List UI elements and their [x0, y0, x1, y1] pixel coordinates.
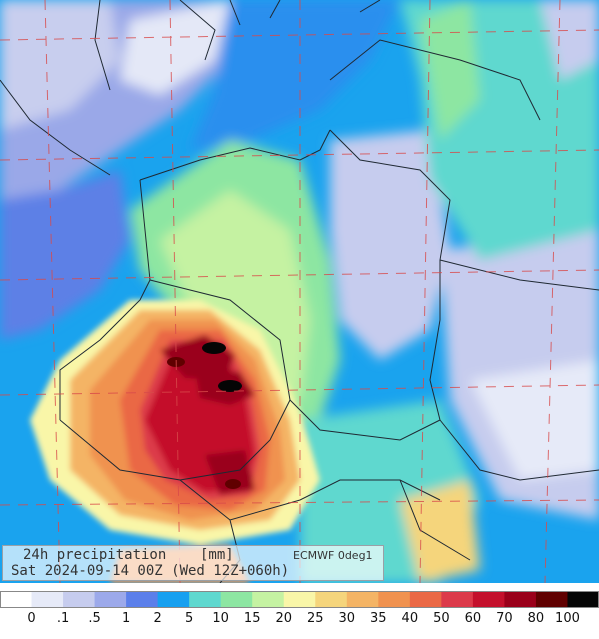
legend-label: 2	[153, 611, 162, 626]
legend-label: 40	[401, 611, 419, 626]
legend-label: 60	[464, 611, 482, 626]
legend-label: 5	[185, 611, 194, 626]
legend-swatch	[189, 591, 222, 608]
legend-label: 0	[27, 611, 36, 626]
legend-swatch	[346, 591, 379, 608]
legend-labels: 0.1.5 1 2 5 10 15 20 25 30 35 40 50 60 70 80 100	[0, 611, 599, 631]
legend-swatch	[504, 591, 537, 608]
legend-swatch	[283, 591, 316, 608]
legend-label: 80	[527, 611, 545, 626]
precipitation-map[interactable]	[0, 0, 599, 583]
legend-swatch	[31, 591, 64, 608]
legend-swatch	[157, 591, 190, 608]
legend-swatch	[567, 591, 599, 608]
legend-swatch	[220, 591, 253, 608]
country-borders	[0, 0, 599, 583]
legend-label: 25	[306, 611, 324, 626]
legend-label: 70	[496, 611, 513, 626]
variable-title: 24h precipitation	[23, 547, 167, 563]
legend-swatch	[378, 591, 411, 608]
variable-unit: [mm]	[200, 547, 234, 563]
legend-label: 100	[555, 611, 580, 626]
legend-label: 50	[433, 611, 450, 626]
legend-label: .5	[88, 611, 101, 626]
legend-swatch	[441, 591, 474, 608]
legend-label: 15	[243, 611, 261, 626]
legend-swatch	[535, 591, 568, 608]
legend-swatch	[126, 591, 159, 608]
map-info-panel: 24h precipitation [mm] ECMWF 0deg1 Sat 2…	[2, 545, 384, 581]
legend-label: 35	[370, 611, 387, 626]
graticule	[0, 0, 599, 583]
precipitation-field	[0, 0, 599, 583]
color-legend-bar	[0, 591, 599, 608]
legend-swatch	[315, 591, 348, 608]
model-name: ECMWF 0deg1	[293, 549, 373, 562]
legend-label: 10	[212, 611, 229, 626]
legend-label: 20	[275, 611, 293, 626]
legend-swatch	[472, 591, 505, 608]
legend-label: 30	[338, 611, 356, 626]
legend-swatch	[252, 591, 285, 608]
valid-time: Sat 2024-09-14 00Z (Wed 12Z+060h)	[11, 563, 290, 579]
legend-label: 1	[121, 611, 131, 626]
legend-swatch	[0, 591, 33, 608]
legend-swatch	[409, 591, 442, 608]
legend-swatch	[94, 591, 127, 608]
legend-label: .1	[56, 611, 70, 626]
legend-swatch	[63, 591, 96, 608]
heavy-rain-core	[30, 300, 320, 583]
